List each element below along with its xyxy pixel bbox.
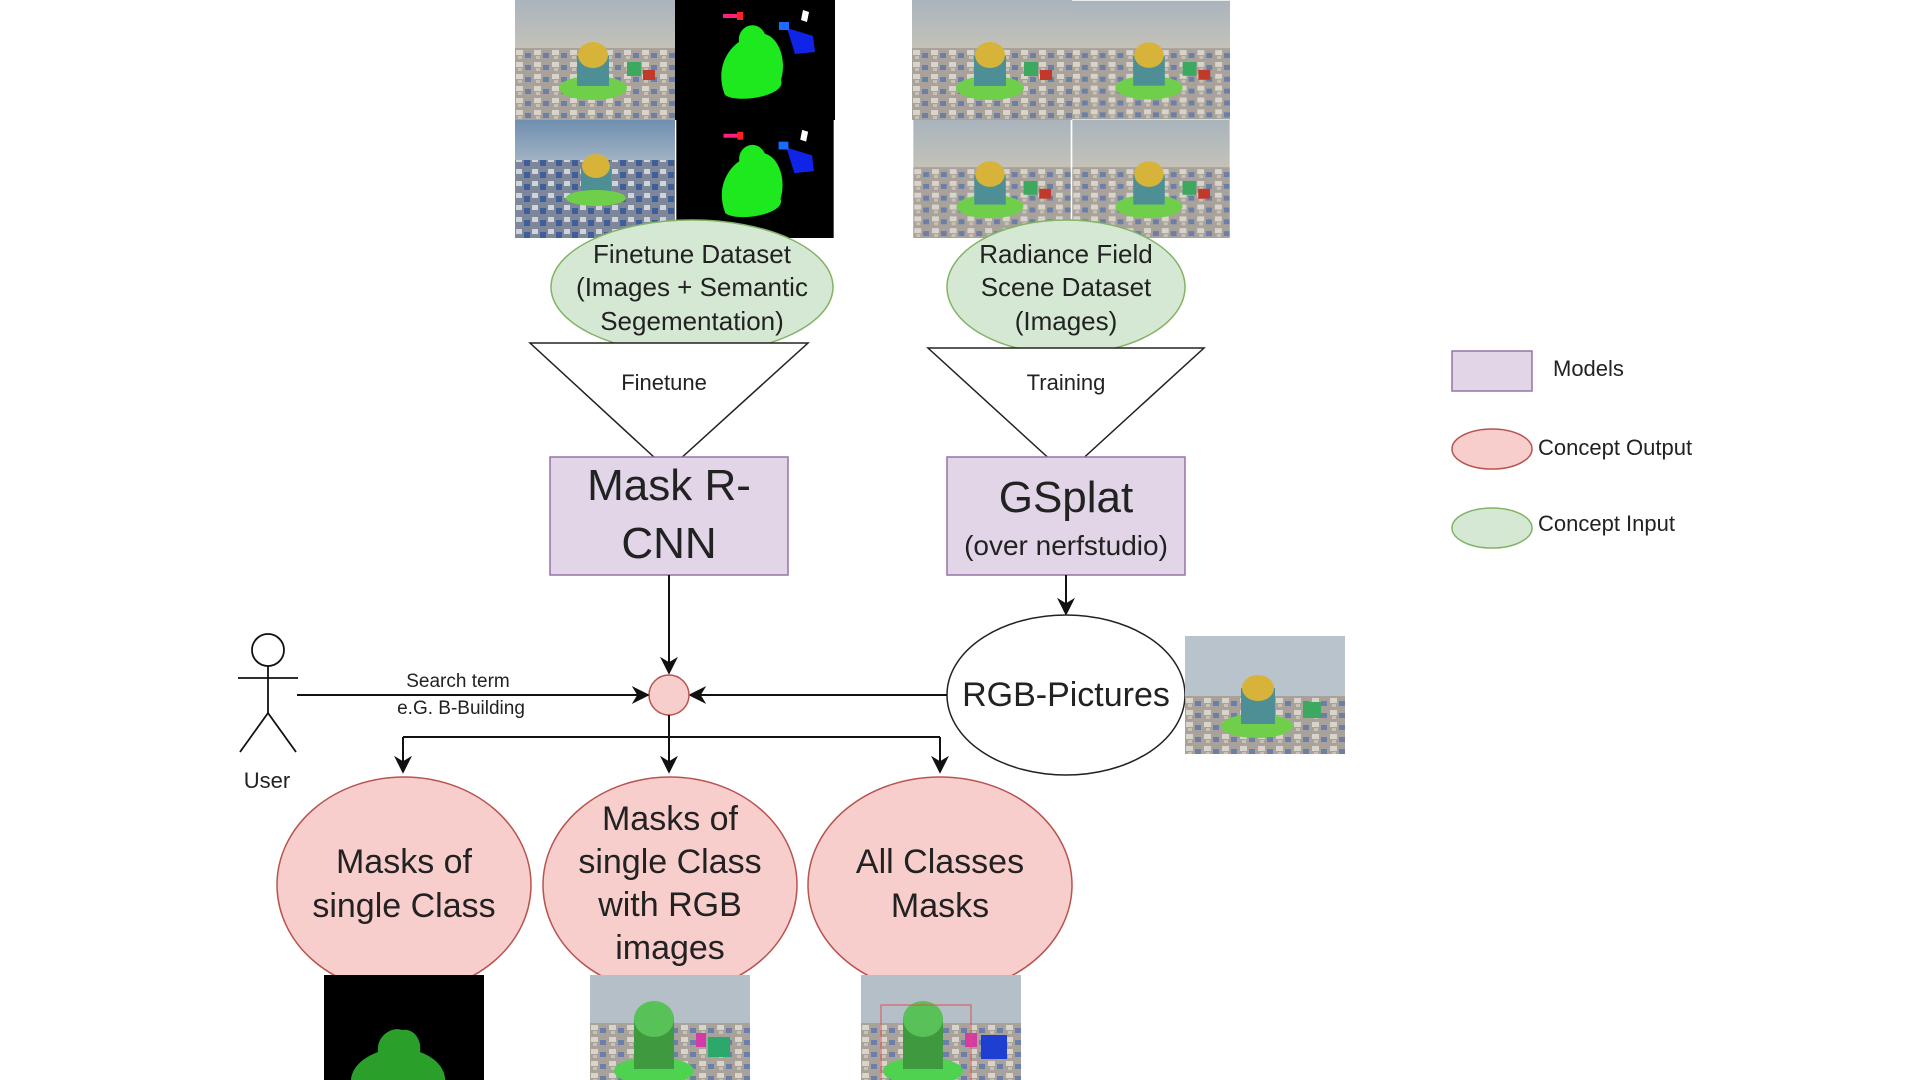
- legend: Models Concept Output Concept Input: [1451, 350, 1692, 549]
- finetune-dataset-node: Finetune Dataset (Images + Semantic Sege…: [550, 219, 834, 355]
- legend-output-swatch: [1451, 428, 1533, 470]
- output-all-classes: All Classes Masks: [807, 776, 1073, 994]
- out-single-rgb-line-4: images: [615, 929, 725, 967]
- out-single-line-2: single Class: [312, 887, 495, 925]
- out-single-line-1: Masks of: [336, 843, 473, 881]
- radiance-dataset-line-2: Scene Dataset: [981, 272, 1152, 302]
- stick-figure-icon: [238, 633, 298, 753]
- output-single-class-rgb-thumbnail: [590, 975, 750, 1080]
- rgb-pictures-node: RGB-Pictures: [946, 614, 1186, 776]
- rgb-pictures-thumbnail: [1185, 636, 1345, 754]
- radiance-dataset-node: Radiance Field Scene Dataset (Images): [946, 219, 1186, 355]
- legend-models-label: Models: [1553, 356, 1624, 381]
- gsplat-title: GSplat: [999, 473, 1134, 522]
- finetune-label: Finetune: [621, 370, 707, 395]
- user-label: User: [244, 768, 290, 793]
- legend-input-swatch: [1451, 507, 1533, 549]
- search-term-line-2: e.G. B-Building: [397, 698, 525, 719]
- radiance-dataset-line-3: (Images): [1015, 306, 1118, 336]
- finetune-step: Finetune: [528, 342, 810, 472]
- output-arrows: [394, 715, 949, 774]
- radiance-dataset-line-1: Radiance Field: [979, 239, 1152, 269]
- output-single-class: Masks of single Class: [276, 776, 532, 994]
- finetune-dataset-line-1: Finetune Dataset: [593, 239, 792, 269]
- finetune-dataset-line-3: Segementation): [600, 306, 784, 336]
- out-single-rgb-line-2: single Class: [578, 843, 761, 881]
- out-single-rgb-line-3: with RGB: [597, 886, 742, 924]
- mask-rcnn-model: Mask R- CNN: [549, 456, 789, 576]
- training-step: Training: [926, 347, 1206, 476]
- gsplat-model: GSplat (over nerfstudio): [946, 456, 1186, 576]
- legend-models-swatch: [1451, 350, 1533, 392]
- mask-rcnn-line-2: CNN: [621, 519, 716, 568]
- mask-rcnn-line-1: Mask R-: [587, 461, 751, 510]
- rgb-pictures-label: RGB-Pictures: [962, 676, 1170, 714]
- training-label: Training: [1027, 370, 1106, 395]
- output-single-class-rgb: Masks of single Class with RGB images: [542, 776, 798, 994]
- finetune-dataset-line-2: (Images + Semantic: [576, 272, 808, 302]
- search-term-line-1: Search term: [406, 671, 509, 692]
- join-node: [648, 674, 690, 716]
- output-single-class-thumbnail: [324, 975, 484, 1080]
- out-all-line-1: All Classes: [856, 843, 1024, 881]
- finetune-dataset-thumbnails: [515, 0, 835, 238]
- radiance-dataset-thumbnails: [912, 0, 1230, 238]
- user-actor: User: [238, 633, 298, 793]
- legend-output-label: Concept Output: [1538, 435, 1692, 460]
- gsplat-subtitle: (over nerfstudio): [964, 530, 1168, 561]
- out-single-rgb-line-1: Masks of: [602, 800, 739, 838]
- output-all-classes-thumbnail: [861, 975, 1021, 1080]
- out-all-line-2: Masks: [891, 887, 989, 925]
- legend-input-label: Concept Input: [1538, 511, 1675, 536]
